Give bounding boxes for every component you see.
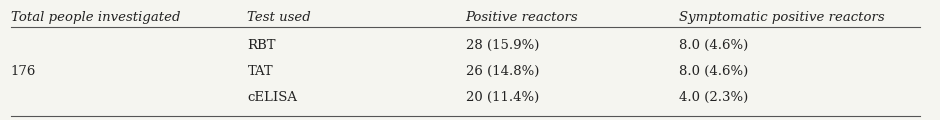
Text: TAT: TAT: [247, 65, 273, 78]
Text: 20 (11.4%): 20 (11.4%): [465, 91, 539, 104]
Text: 4.0 (2.3%): 4.0 (2.3%): [679, 91, 748, 104]
Text: RBT: RBT: [247, 39, 275, 52]
Text: 176: 176: [10, 65, 36, 78]
Text: Test used: Test used: [247, 11, 311, 24]
Text: 28 (15.9%): 28 (15.9%): [465, 39, 539, 52]
Text: 8.0 (4.6%): 8.0 (4.6%): [679, 39, 748, 52]
Text: cELISA: cELISA: [247, 91, 297, 104]
Text: 26 (14.8%): 26 (14.8%): [465, 65, 539, 78]
Text: Total people investigated: Total people investigated: [10, 11, 180, 24]
Text: Symptomatic positive reactors: Symptomatic positive reactors: [679, 11, 885, 24]
Text: 8.0 (4.6%): 8.0 (4.6%): [679, 65, 748, 78]
Text: Positive reactors: Positive reactors: [465, 11, 578, 24]
